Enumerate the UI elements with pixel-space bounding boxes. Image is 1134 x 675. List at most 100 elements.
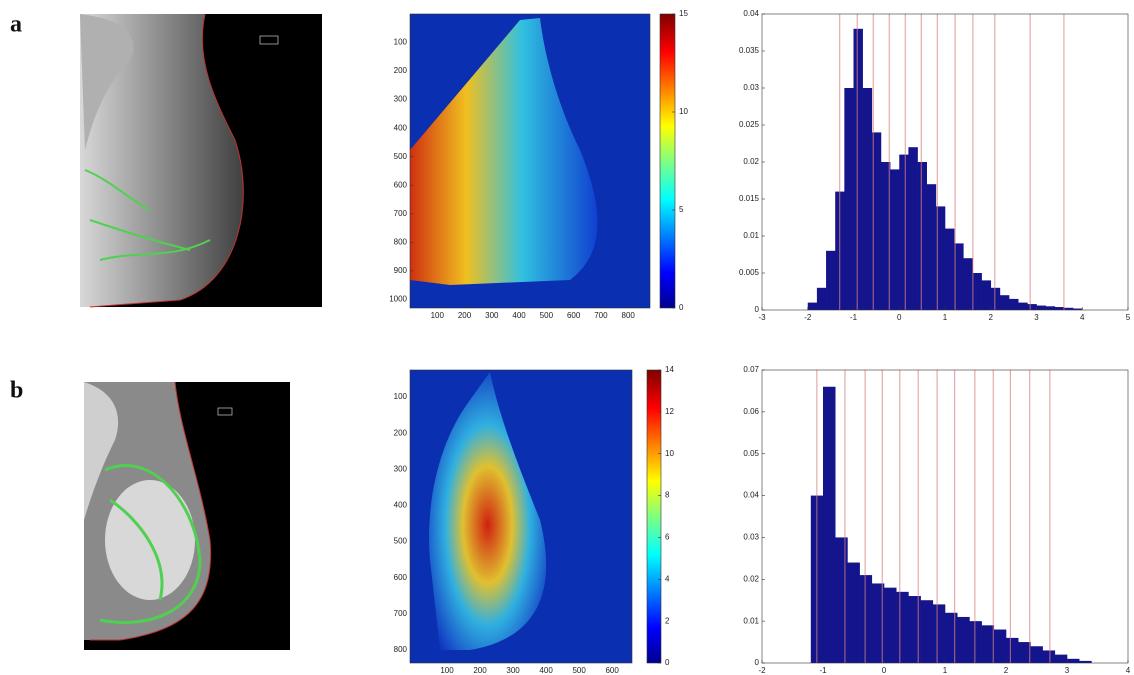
y-tick-label: 300 [394,464,408,473]
x-tick-label: 3 [1034,313,1039,322]
panel-label: b [10,378,23,404]
histogram-bar [926,184,937,310]
histogram-bar [899,154,909,310]
histogram-bar [920,600,934,663]
histogram-bar [1079,660,1092,663]
colorbar-tick-label: 8 [665,491,670,500]
y-tick-label: 0.025 [739,120,760,129]
x-tick-label: 4 [1080,313,1085,322]
colorbar-tick-label: 14 [665,365,674,374]
mammogram-image [80,13,322,308]
y-tick-label: 500 [394,537,408,546]
panel-label: a [10,12,22,38]
x-tick-label: 4 [1126,666,1131,675]
histogram-bar [908,147,918,310]
x-tick-label: 600 [567,311,581,320]
x-tick-label: 600 [605,666,619,675]
colorbar-tick-label: 4 [665,574,670,583]
histogram-bar [917,162,927,310]
histogram-bar [990,287,1001,310]
colorbar-tick-label: 0 [679,303,684,312]
x-tick-label: 2 [1004,666,1009,675]
y-tick-label: 200 [394,66,408,75]
y-tick-label: 700 [394,609,408,618]
x-tick-label: 0 [897,313,902,322]
histogram-bar [993,629,1007,663]
colorbar-tick-label: 5 [679,205,684,214]
y-tick-label: 0.03 [743,83,759,92]
mammogram-image [84,381,290,650]
x-tick-label: 400 [539,666,553,675]
y-tick-label: 800 [394,237,408,246]
histogram-bar [853,28,863,311]
x-tick-label: 500 [572,666,586,675]
y-tick-label: 0.035 [739,46,760,55]
y-tick-label: 100 [394,38,408,47]
histogram-bar [1018,302,1028,310]
histogram-bar [1067,658,1080,663]
x-tick-label: 1 [943,313,948,322]
histogram-bar [859,575,873,663]
x-tick-label: 1 [943,666,948,675]
x-tick-label: -2 [804,313,812,322]
histogram-bar [807,302,818,310]
y-tick-label: 1000 [389,295,407,304]
histogram-bar [847,562,860,663]
colorbar-tick-label: 10 [665,449,674,458]
y-tick-label: 700 [394,209,408,218]
histogram-bar [999,295,1010,310]
histogram-bar [969,621,982,663]
histogram-bar [871,132,882,310]
histogram-bar [835,537,848,663]
y-tick-label: 0.01 [743,616,759,625]
colorbar [646,369,662,664]
histogram-bar [932,604,946,663]
histogram-bar [972,273,982,310]
x-tick-label: 300 [485,311,499,320]
y-tick-label: 0.005 [739,268,760,277]
histogram-bar [1036,305,1046,310]
histogram-bar [1054,307,1065,310]
histogram-bar [871,583,885,663]
y-tick-label: 300 [394,95,408,104]
y-tick-label: 0.02 [743,157,759,166]
y-tick-label: 0.015 [739,194,760,203]
y-tick-label: 500 [394,152,408,161]
histogram-bar [826,250,836,310]
y-tick-label: 600 [394,573,408,582]
histogram-bar [1009,298,1019,310]
y-tick-label: 100 [394,392,408,401]
histogram-bar [1018,642,1031,663]
histogram-bar [1073,308,1083,310]
x-tick-label: -1 [850,313,858,322]
y-tick-label: 0 [755,305,760,314]
x-tick-label: -2 [758,666,766,675]
axes-frame [409,13,651,309]
colorbar-tick-label: 10 [679,107,688,116]
colorbar-tick-label: 6 [665,533,670,542]
histogram-bar [908,596,921,663]
histogram-bar [1063,307,1074,310]
x-tick-label: 100 [431,311,445,320]
y-tick-label: 0.06 [743,407,759,416]
histogram-bar [954,243,964,310]
y-tick-label: 600 [394,180,408,189]
x-tick-label: 400 [512,311,526,320]
y-tick-label: 400 [394,123,408,132]
y-tick-label: 200 [394,428,408,437]
x-tick-label: 100 [440,666,454,675]
heatmap-image [410,370,632,663]
y-tick-label: 0.04 [743,9,759,18]
y-tick-label: 0.03 [743,533,759,542]
histogram-bar [880,162,891,310]
x-tick-label: 200 [458,311,472,320]
histogram-bar [1030,646,1043,663]
colorbar [659,13,676,309]
x-tick-label: 5 [1126,313,1131,322]
histogram-bar [981,625,995,663]
histogram-bar [1027,304,1037,310]
y-tick-label: 900 [394,266,408,275]
colorbar-tick-label: 15 [679,9,688,18]
x-tick-label: 3 [1065,666,1070,675]
y-tick-label: 0.02 [743,574,759,583]
